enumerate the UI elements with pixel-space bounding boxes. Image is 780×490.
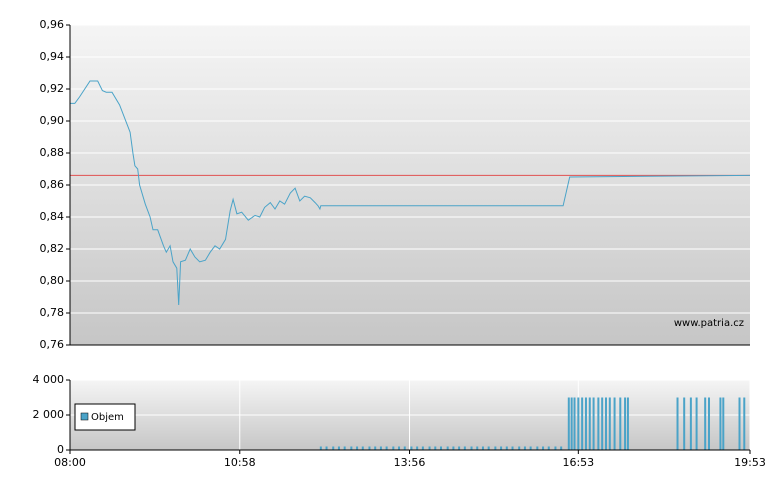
- volume-bar: [458, 446, 461, 450]
- volume-bar: [434, 446, 437, 450]
- volume-bar: [542, 446, 545, 450]
- volume-bar: [452, 446, 455, 450]
- volume-bar: [743, 397, 746, 450]
- volume-bar: [385, 446, 388, 450]
- volume-bar: [356, 446, 359, 450]
- volume-bar: [416, 446, 419, 450]
- volume-bar: [695, 397, 698, 450]
- volume-bar: [446, 446, 449, 450]
- volume-bar: [597, 397, 600, 450]
- x-tick-label: 16:53: [562, 456, 594, 469]
- x-tick-label: 13:56: [394, 456, 426, 469]
- volume-bar: [683, 397, 686, 450]
- watermark: www.patria.cz: [674, 318, 744, 329]
- volume-bar: [350, 446, 353, 450]
- volume-bar: [581, 397, 584, 450]
- volume-bar: [410, 446, 413, 450]
- volume-bar: [511, 446, 514, 450]
- volume-bar: [332, 446, 335, 450]
- volume-bar: [536, 446, 539, 450]
- volume-bar: [319, 446, 322, 450]
- volume-bar: [374, 446, 377, 450]
- legend-label: Objem: [91, 412, 124, 423]
- volume-bar: [554, 446, 557, 450]
- x-tick-label: 19:53: [734, 456, 766, 469]
- y-tick-label: 0,80: [40, 274, 65, 287]
- volume-bar: [325, 446, 328, 450]
- volume-bar: [592, 397, 595, 450]
- volume-bar: [577, 397, 580, 450]
- volume-bar: [613, 397, 616, 450]
- y-tick-label: 0,84: [40, 210, 65, 223]
- volume-bar: [704, 397, 707, 450]
- volume-bar: [601, 397, 604, 450]
- volume-bar: [518, 446, 521, 450]
- volume-bar: [604, 397, 607, 450]
- volume-bar: [421, 446, 424, 450]
- volume-bar: [584, 397, 587, 450]
- y-tick-label: 0,90: [40, 114, 65, 127]
- volume-bar: [361, 446, 364, 450]
- volume-bar: [379, 446, 382, 450]
- volume-bar: [392, 446, 395, 450]
- volume-bar: [476, 446, 479, 450]
- volume-bar: [738, 397, 741, 450]
- volume-bar: [487, 446, 490, 450]
- volume-bar: [707, 397, 710, 450]
- volume-bar: [403, 446, 406, 450]
- volume-bar: [567, 397, 570, 450]
- volume-bar: [719, 397, 722, 450]
- volume-bar: [505, 446, 508, 450]
- volume-bar: [523, 446, 526, 450]
- volume-bar: [722, 397, 725, 450]
- volume-bar: [529, 446, 532, 450]
- volume-bar: [573, 397, 576, 450]
- x-tick-label: 08:00: [54, 456, 86, 469]
- y-tick-label: 0,76: [40, 338, 65, 351]
- y-tick-label: 0,92: [40, 82, 65, 95]
- volume-bar: [619, 397, 622, 450]
- volume-bar: [398, 446, 401, 450]
- y-tick-label: 0,78: [40, 306, 65, 319]
- volume-bar: [368, 446, 371, 450]
- volume-bar: [343, 446, 346, 450]
- volume-bar: [337, 446, 340, 450]
- volume-bar: [500, 446, 503, 450]
- volume-bar: [588, 397, 591, 450]
- volume-bar: [560, 446, 563, 450]
- volume-bar: [689, 397, 692, 450]
- y-tick-label: 2 000: [33, 408, 65, 421]
- y-tick-label: 0: [57, 443, 64, 456]
- legend: Objem: [74, 403, 136, 431]
- volume-bar: [481, 446, 484, 450]
- x-tick-label: 10:58: [224, 456, 256, 469]
- y-tick-label: 0,82: [40, 242, 65, 255]
- y-tick-label: 0,96: [40, 18, 65, 31]
- volume-bar: [570, 397, 573, 450]
- volume-bar: [463, 446, 466, 450]
- volume-bar: [608, 397, 611, 450]
- y-tick-label: 4 000: [33, 373, 65, 386]
- y-tick-label: 0,86: [40, 178, 65, 191]
- volume-bar: [676, 397, 679, 450]
- y-tick-label: 0,94: [40, 50, 65, 63]
- y-tick-label: 0,88: [40, 146, 65, 159]
- volume-bar: [547, 446, 550, 450]
- volume-bar: [470, 446, 473, 450]
- volume-bar: [626, 397, 629, 450]
- volume-bar: [624, 397, 627, 450]
- price-line: [70, 80, 751, 306]
- volume-bar: [494, 446, 497, 450]
- volume-bar: [439, 446, 442, 450]
- legend-swatch: [80, 412, 89, 421]
- volume-bar: [428, 446, 431, 450]
